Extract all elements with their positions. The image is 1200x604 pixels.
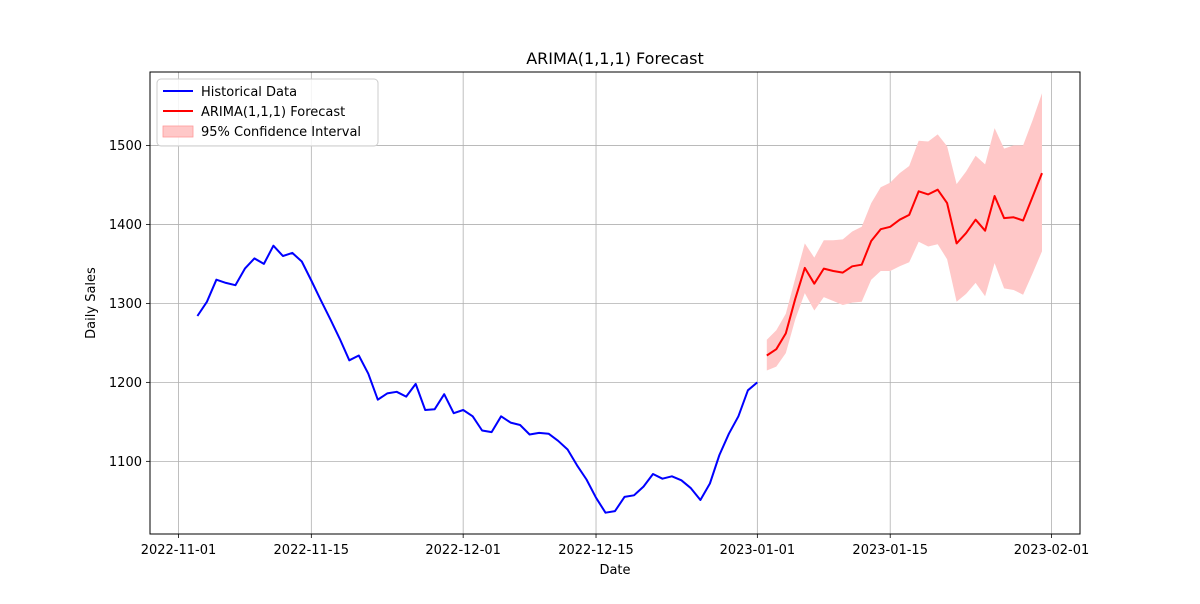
x-axis: 2022-11-01 2022-11-15 2022-12-01 2022-12-15… xyxy=(141,534,1090,558)
y-tick-label: 1200 xyxy=(109,376,142,391)
x-tick-label: 2022-12-01 xyxy=(425,543,501,558)
y-axis-label: Daily Sales xyxy=(84,267,99,339)
forecast-line xyxy=(766,172,1043,357)
legend-forecast-label: ARIMA(1,1,1) Forecast xyxy=(201,105,345,120)
chart-title: ARIMA(1,1,1) Forecast xyxy=(526,49,704,68)
y-tick-label: 1500 xyxy=(109,139,142,154)
x-tick-label: 2022-12-15 xyxy=(558,543,634,558)
historical-data-line xyxy=(196,244,758,514)
y-axis: 1100 1200 1300 1400 1500 xyxy=(109,139,150,470)
x-tick-label: 2023-01-15 xyxy=(852,543,928,558)
x-axis-label: Date xyxy=(599,563,630,578)
x-tick-label: 2023-01-01 xyxy=(720,543,796,558)
legend-ci-label: 95% Confidence Interval xyxy=(201,125,361,140)
y-tick-label: 1300 xyxy=(109,297,142,312)
legend: Historical Data ARIMA(1,1,1) Forecast 95… xyxy=(156,78,379,147)
series-layer xyxy=(196,172,1043,514)
y-tick-label: 1400 xyxy=(109,218,142,233)
y-tick-label: 1100 xyxy=(109,455,142,470)
confidence-interval-band xyxy=(766,93,1042,371)
legend-historical-label: Historical Data xyxy=(201,85,297,100)
legend-box xyxy=(156,78,379,147)
confidence-band-layer xyxy=(766,93,1042,371)
x-tick-label: 2022-11-01 xyxy=(141,543,217,558)
x-tick-label: 2022-11-15 xyxy=(274,543,350,558)
legend-ci-swatch xyxy=(162,125,194,138)
x-tick-label: 2023-02-01 xyxy=(1014,543,1090,558)
